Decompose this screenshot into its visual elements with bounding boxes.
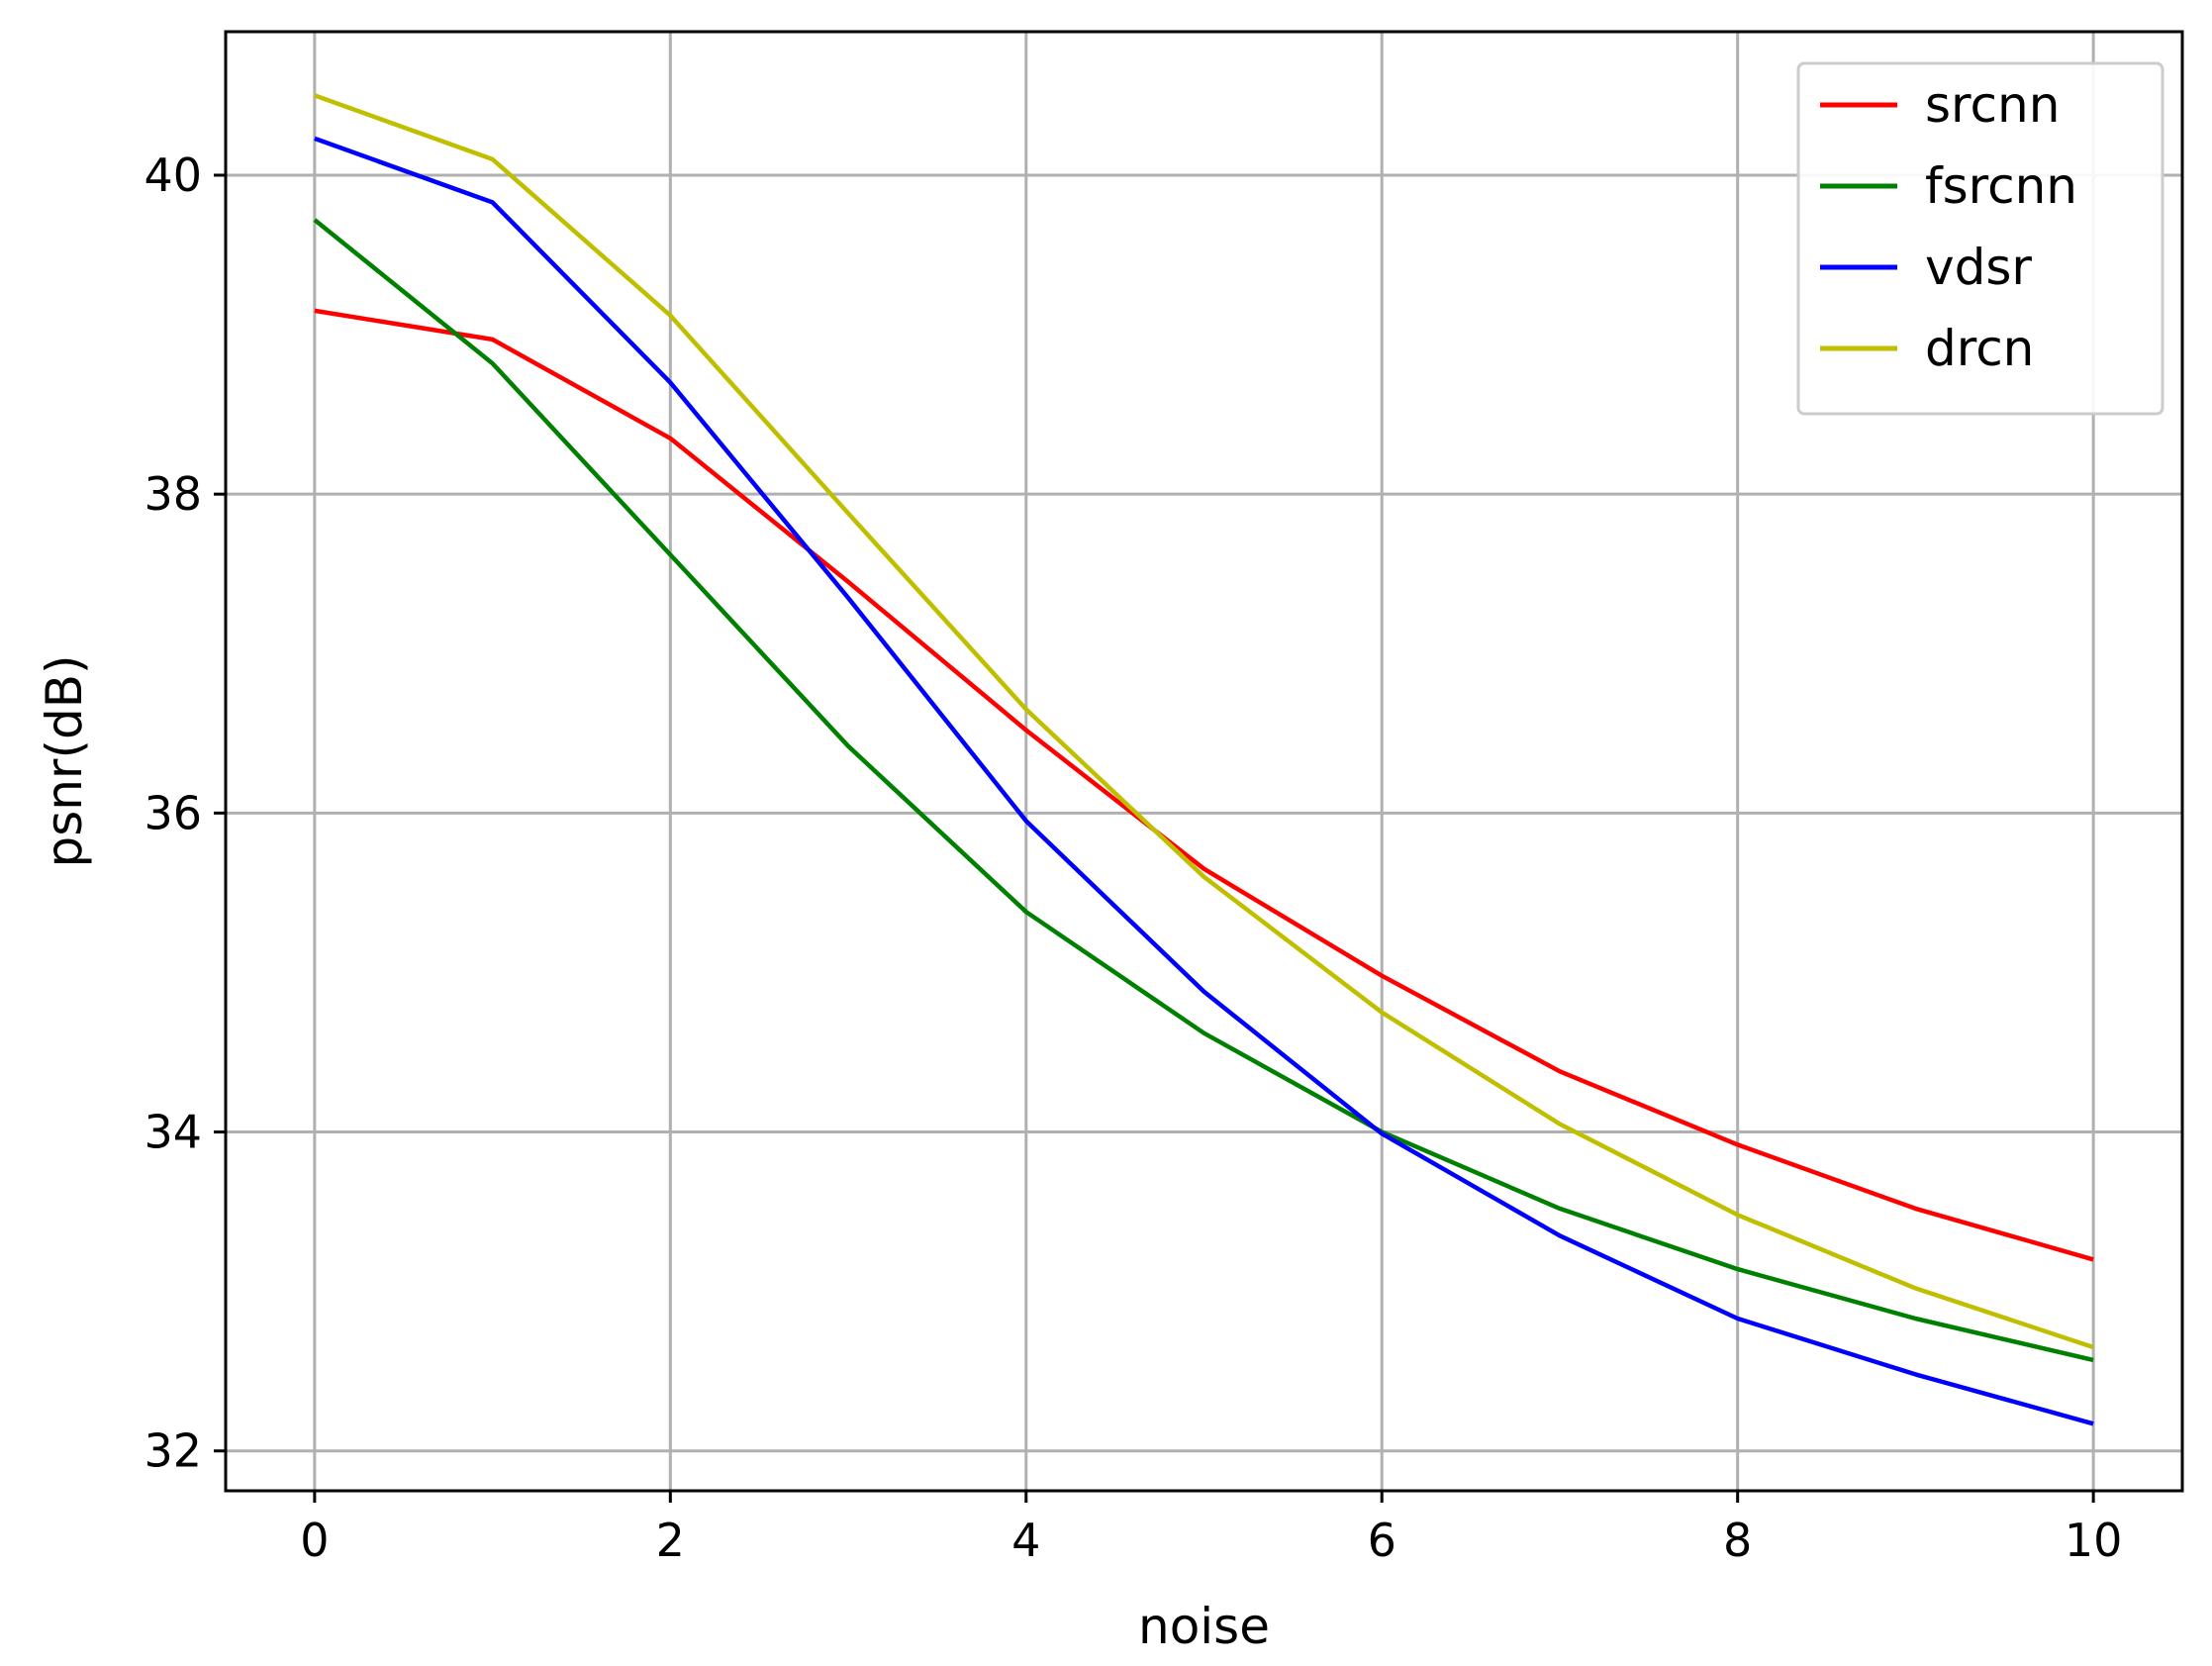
legend-label-drcn: drcn <box>1925 320 2034 377</box>
x-tick-label: 0 <box>300 1514 329 1567</box>
series-line-vdsr <box>314 136 2094 1426</box>
axis-ticks: 0 2 4 6 8 10 32 34 36 38 40 <box>144 148 2122 1567</box>
series-line-drcn <box>314 93 2094 1350</box>
series-line-srcnn <box>314 308 2094 1262</box>
x-tick-label: 6 <box>1368 1514 1396 1567</box>
y-tick-label: 40 <box>144 148 202 202</box>
y-tick-label: 34 <box>144 1106 202 1159</box>
y-tick-label: 32 <box>144 1424 202 1478</box>
x-tick-label: 4 <box>1011 1514 1040 1567</box>
x-tick-label: 2 <box>656 1514 685 1567</box>
y-tick-label: 36 <box>144 786 202 839</box>
series-line-fsrcnn <box>313 218 2094 1363</box>
legend-box <box>1796 61 2164 416</box>
series-lines <box>313 93 2094 1426</box>
legend-label-srcnn: srcnn <box>1925 76 2060 134</box>
y-axis-label: psnr(dB) <box>36 654 93 867</box>
legend-label-vdsr: vdsr <box>1925 239 2032 296</box>
legend-label-fsrcnn: fsrcnn <box>1925 157 2077 215</box>
x-axis-label: noise <box>1138 1598 1270 1655</box>
plot-frame <box>224 30 2184 1493</box>
y-tick-label: 38 <box>144 467 202 521</box>
x-tick-label: 8 <box>1723 1514 1752 1567</box>
x-tick-label: 10 <box>2065 1514 2123 1567</box>
legend: srcnn fsrcnn vdsr drcn <box>1796 61 2164 416</box>
